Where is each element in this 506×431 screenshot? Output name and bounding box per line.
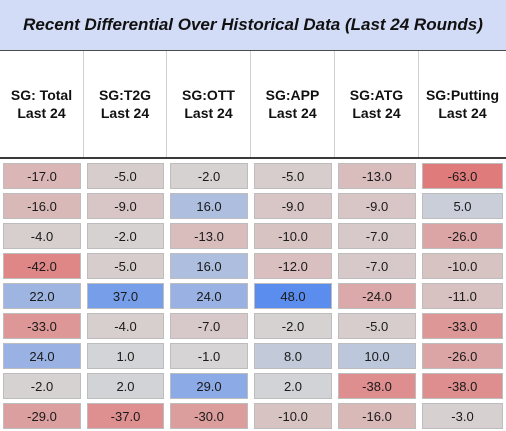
table-cell: -13.0 xyxy=(338,163,416,189)
table-row: -29.0 -37.0 -30.0 -10.0 -16.0 -3.0 xyxy=(0,401,506,431)
column-header: SG:ATG Last 24 xyxy=(335,51,419,157)
table-cell: -42.0 xyxy=(3,253,81,279)
column-header-sublabel: Last 24 xyxy=(184,105,233,121)
table-cell: -3.0 xyxy=(422,403,503,429)
table-cell: -5.0 xyxy=(87,163,164,189)
table-cell: -5.0 xyxy=(338,313,416,339)
table-cell: 16.0 xyxy=(170,253,248,279)
table-cell: -4.0 xyxy=(87,313,164,339)
table-cell: -2.0 xyxy=(254,313,332,339)
column-header-label: SG:OTT xyxy=(182,87,235,103)
table-cell: -38.0 xyxy=(422,373,503,399)
table-cell: 16.0 xyxy=(170,193,248,219)
table-cell: -5.0 xyxy=(87,253,164,279)
table-cell: -2.0 xyxy=(170,163,248,189)
table-cell: 29.0 xyxy=(170,373,248,399)
table-cell: 24.0 xyxy=(3,343,81,369)
table-cell: -33.0 xyxy=(3,313,81,339)
table-title: Recent Differential Over Historical Data… xyxy=(0,0,506,51)
column-header-label: SG:T2G xyxy=(98,87,152,103)
data-table: -17.0 -5.0 -2.0 -5.0 -13.0 -63.0 -16.0 -9.0 16.0… xyxy=(0,161,506,431)
table-cell: -4.0 xyxy=(3,223,81,249)
table-cell: -29.0 xyxy=(3,403,81,429)
table-cell: -9.0 xyxy=(338,193,416,219)
column-header-label: SG: Total xyxy=(10,87,73,103)
table-row: -16.0 -9.0 16.0 -9.0 -9.0 5.0 xyxy=(0,191,506,221)
table-cell: -63.0 xyxy=(422,163,503,189)
table-row: -17.0 -5.0 -2.0 -5.0 -13.0 -63.0 xyxy=(0,161,506,191)
column-header-label: SG:Putting xyxy=(425,87,500,103)
table-cell: -13.0 xyxy=(170,223,248,249)
table-cell: -38.0 xyxy=(338,373,416,399)
table-row: -4.0 -2.0 -13.0 -10.0 -7.0 -26.0 xyxy=(0,221,506,251)
column-header: SG:OTT Last 24 xyxy=(167,51,251,157)
table-row: -42.0 -5.0 16.0 -12.0 -7.0 -10.0 xyxy=(0,251,506,281)
table-cell: 10.0 xyxy=(338,343,416,369)
table-cell: -11.0 xyxy=(422,283,503,309)
column-header-row: SG: Total Last 24 SG:T2G Last 24 SG:OTT Last … xyxy=(0,51,506,159)
table-cell: 5.0 xyxy=(422,193,503,219)
table-row: -33.0 -4.0 -7.0 -2.0 -5.0 -33.0 xyxy=(0,311,506,341)
table-cell: -9.0 xyxy=(254,193,332,219)
table-cell: -26.0 xyxy=(422,223,503,249)
table-cell: -2.0 xyxy=(87,223,164,249)
table-cell: -12.0 xyxy=(254,253,332,279)
column-header: SG:T2G Last 24 xyxy=(84,51,167,157)
column-header-sublabel: Last 24 xyxy=(438,105,487,121)
table-cell: -7.0 xyxy=(170,313,248,339)
column-header-sublabel: Last 24 xyxy=(17,105,66,121)
table-cell: 8.0 xyxy=(254,343,332,369)
table-cell: -26.0 xyxy=(422,343,503,369)
column-header: SG: Total Last 24 xyxy=(0,51,84,157)
table-row: 24.0 1.0 -1.0 8.0 10.0 -26.0 xyxy=(0,341,506,371)
column-header-label: SG:APP xyxy=(265,87,320,103)
table-cell: -24.0 xyxy=(338,283,416,309)
column-header: SG:APP Last 24 xyxy=(251,51,335,157)
table-cell: 2.0 xyxy=(87,373,164,399)
column-header-sublabel: Last 24 xyxy=(100,105,150,121)
column-header-label: SG:ATG xyxy=(349,87,404,103)
table-cell: -7.0 xyxy=(338,223,416,249)
table-cell: -10.0 xyxy=(254,223,332,249)
table-cell: -17.0 xyxy=(3,163,81,189)
table-cell: -7.0 xyxy=(338,253,416,279)
table-cell: 22.0 xyxy=(3,283,81,309)
table-cell: 48.0 xyxy=(254,283,332,309)
table-row: 22.0 37.0 24.0 48.0 -24.0 -11.0 xyxy=(0,281,506,311)
table-cell: 24.0 xyxy=(170,283,248,309)
table-cell: 37.0 xyxy=(87,283,164,309)
table-cell: -1.0 xyxy=(170,343,248,369)
table-cell: -2.0 xyxy=(3,373,81,399)
table-cell: -33.0 xyxy=(422,313,503,339)
column-header-sublabel: Last 24 xyxy=(268,105,317,121)
table-cell: -37.0 xyxy=(87,403,164,429)
table-cell: -10.0 xyxy=(422,253,503,279)
table-cell: -10.0 xyxy=(254,403,332,429)
column-header: SG:Putting Last 24 xyxy=(419,51,506,157)
table-cell: 2.0 xyxy=(254,373,332,399)
table-cell: -5.0 xyxy=(254,163,332,189)
column-header-sublabel: Last 24 xyxy=(352,105,401,121)
table-cell: -9.0 xyxy=(87,193,164,219)
table-row: -2.0 2.0 29.0 2.0 -38.0 -38.0 xyxy=(0,371,506,401)
table-cell: -16.0 xyxy=(338,403,416,429)
table-cell: -16.0 xyxy=(3,193,81,219)
table-cell: -30.0 xyxy=(170,403,248,429)
table-cell: 1.0 xyxy=(87,343,164,369)
